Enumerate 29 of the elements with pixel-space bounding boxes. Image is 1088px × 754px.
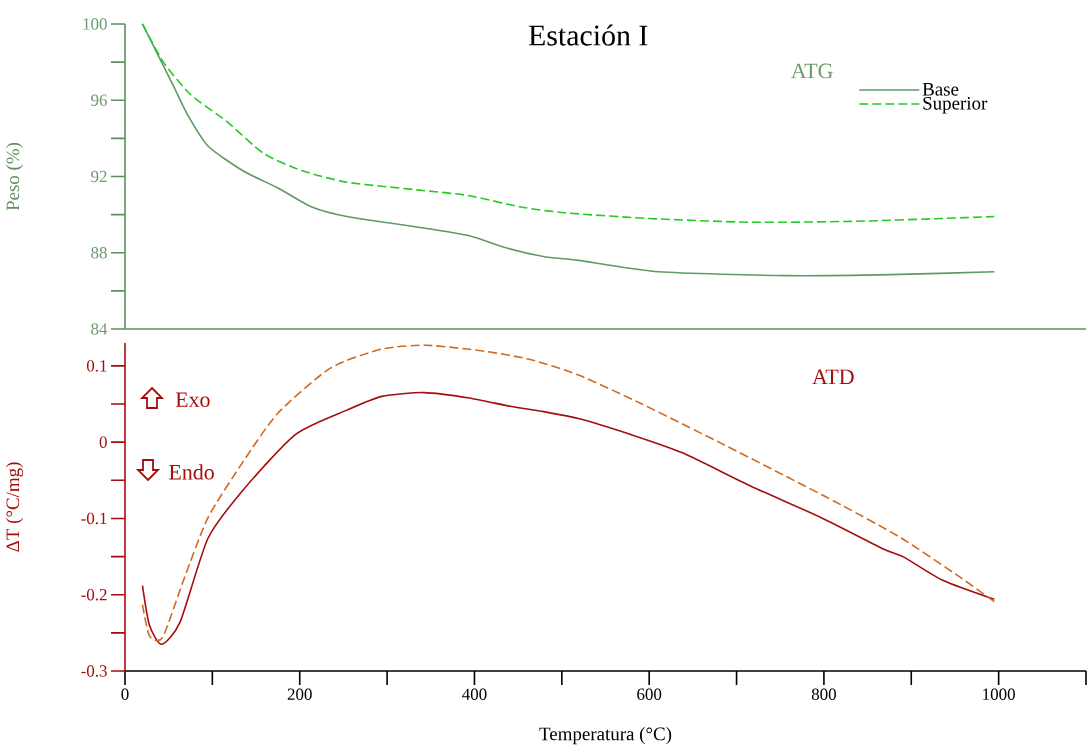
y-axis-title: ΔT (°C/mg) [5,462,24,552]
annotation: Endo [169,464,214,480]
y-tick-label: 0.1 [86,360,107,372]
x-tick-label: 1000 [983,688,1015,700]
y-tick-label: 100 [83,18,107,30]
y-axis-title: Peso (%) [5,142,24,211]
y-tick-label: 96 [91,94,107,106]
y-tick-label: -0.3 [81,665,107,677]
x-tick-label: 400 [462,688,487,700]
y-tick-label: -0.1 [81,512,107,525]
y-tick-label: 92 [91,170,107,183]
line-series [141,344,996,640]
legend-label: Base [922,83,959,96]
chart-title: Estación I [528,24,648,46]
y-tick-label: 0 [99,436,107,448]
x-axis-title: Temperatura (°C) [539,727,672,745]
x-tick-label: 800 [811,688,836,700]
y-tick-label: 88 [91,247,107,259]
annotation: ATD [812,369,854,385]
annotation: Exo [175,392,210,408]
line-series [141,23,996,224]
annotation: ATG [791,63,833,79]
x-tick-label: 600 [637,688,662,700]
x-tick-label: 200 [287,688,312,700]
line-series [141,391,996,646]
y-tick-label: 84 [91,323,108,335]
y-tick-label: -0.2 [81,588,107,601]
legend-label: Superior [923,96,988,114]
x-tick-label: 0 [121,688,129,700]
